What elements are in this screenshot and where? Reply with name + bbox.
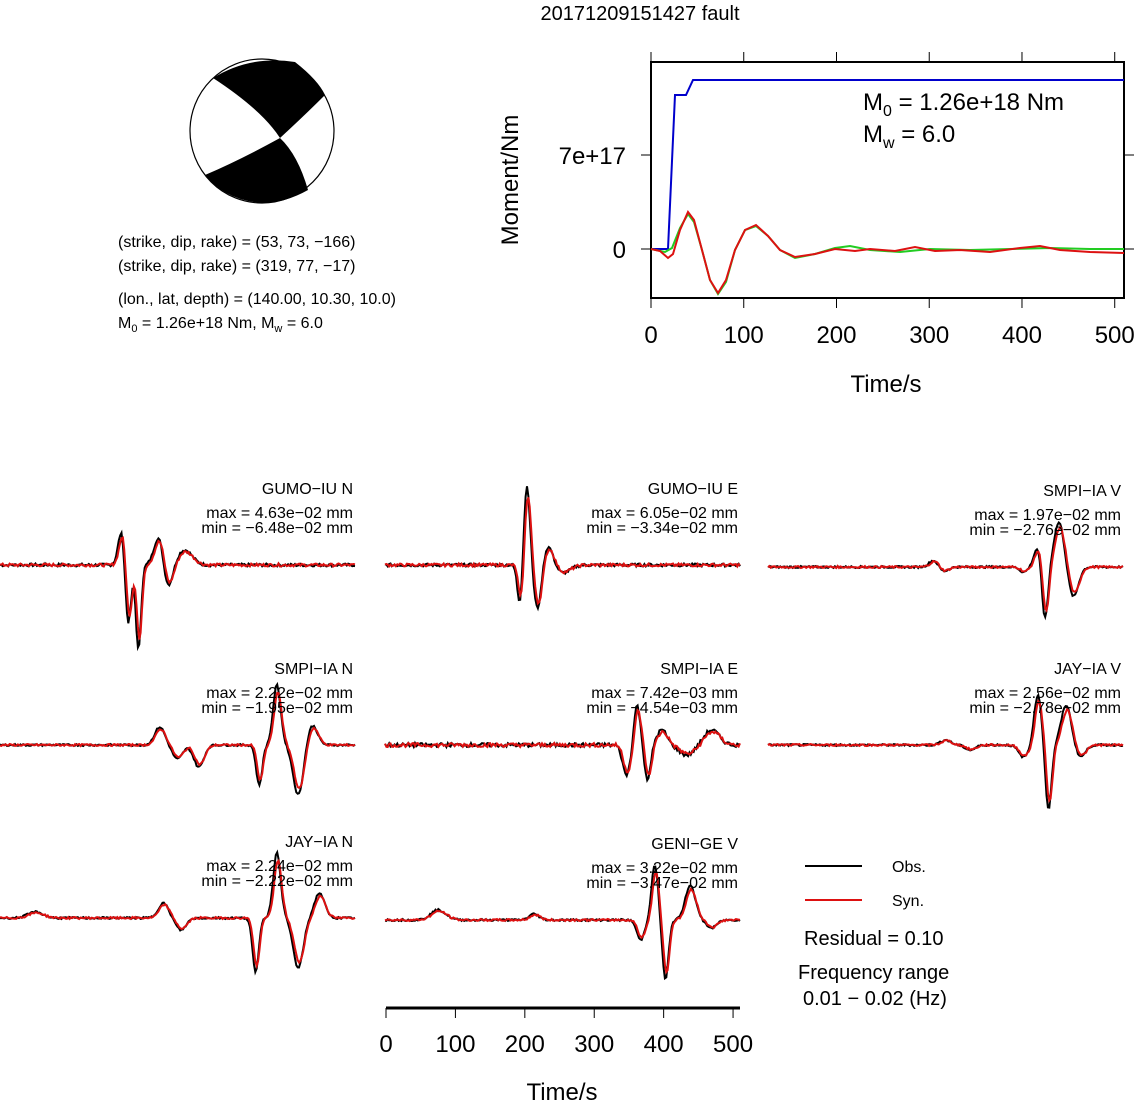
moment-panel-frame (650, 61, 1125, 299)
station-max: max = 2.22e−02 mm (206, 685, 353, 702)
frequency-range-label: Frequency range (798, 962, 949, 984)
station-name: GENI−GE V (651, 836, 738, 853)
legend-obs-label: Obs. (892, 859, 926, 876)
moment-green-trace (650, 212, 1124, 296)
moment-ytick-7e17: 7e+17 (559, 143, 626, 170)
mechanism-line-1: (strike, dip, rake) = (53, 73, −166) (118, 234, 355, 251)
station-name: SMPI−IA V (1043, 483, 1121, 500)
bottom-xlabel: Time/s (526, 1079, 597, 1104)
station-min: min = −2.76e−02 mm (969, 522, 1121, 539)
station-max: max = 4.63e−02 mm (206, 505, 353, 522)
focal-mechanism-beachball (189, 58, 335, 204)
moment-xtick-label: 200 (816, 322, 856, 349)
station-max: max = 6.05e−02 mm (591, 505, 738, 522)
moment-xtick-label: 500 (1095, 322, 1135, 349)
synthetic-trace (0, 691, 356, 790)
station-name: GUMO−IU N (262, 481, 353, 498)
mechanism-line-3: (lon., lat, depth) = (140.00, 10.30, 10.… (118, 291, 396, 308)
moment-mw-annotation: Mw = 6.0 (863, 121, 955, 152)
mechanism-line-4: M0 = 1.26e+18 Nm, Mw = 6.0 (118, 315, 323, 335)
station-min: min = −4.54e−03 mm (586, 700, 738, 717)
moment-xtick-label: 400 (1002, 322, 1042, 349)
moment-xlabel: Time/s (850, 371, 921, 398)
station-max: max = 7.42e−03 mm (591, 685, 738, 702)
synthetic-trace (767, 525, 1124, 613)
moment-panel: 0 7e+17 Moment/Nm 0 100 200 300 400 500 Time/… (497, 52, 1135, 398)
moment-xtick-label: 100 (724, 322, 764, 349)
bottom-xtick-label: 100 (435, 1031, 475, 1058)
station-min: min = −6.48e−02 mm (201, 520, 353, 537)
bottom-xtick-label: 300 (574, 1031, 614, 1058)
station-name: SMPI−IA N (274, 661, 353, 678)
bottom-xtick-label: 400 (644, 1031, 684, 1058)
moment-m0-annotation: M0 = 1.26e+18 Nm (863, 89, 1064, 120)
bottom-xtick-label: 200 (505, 1031, 545, 1058)
synthetic-trace (767, 699, 1124, 804)
synthetic-trace (384, 708, 741, 775)
bottom-time-axis: 0 100 200 300 400 500 Time/s (379, 1006, 753, 1104)
station-name: JAY−IA V (1054, 661, 1121, 678)
synthetic-trace (0, 536, 356, 640)
moment-ylabel: Moment/Nm (497, 115, 524, 246)
bottom-xtick-label: 500 (713, 1031, 753, 1058)
station-min: min = −3.34e−02 mm (586, 520, 738, 537)
station-max: max = 1.97e−02 mm (974, 507, 1121, 524)
moment-function-curve (651, 79, 1124, 250)
mechanism-line-2: (strike, dip, rake) = (319, 77, −17) (118, 258, 355, 275)
station-name: GUMO−IU E (648, 481, 738, 498)
station-name: SMPI−IA E (660, 661, 738, 678)
station-max: max = 2.24e−02 mm (206, 858, 353, 875)
station-name: JAY−IA N (285, 834, 353, 851)
moment-red-trace (650, 210, 1125, 295)
bottom-xtick-label: 0 (379, 1031, 392, 1058)
frequency-range-value: 0.01 − 0.02 (Hz) (803, 988, 947, 1010)
station-min: min = −3.47e−02 mm (586, 875, 738, 892)
legend-syn-label: Syn. (892, 893, 924, 910)
station-max: max = 2.56e−02 mm (974, 685, 1121, 702)
station-min: min = −2.78e−02 mm (969, 700, 1121, 717)
residual-text: Residual = 0.10 (804, 928, 944, 950)
synthetic-trace (0, 858, 356, 970)
station-max: max = 3.22e−02 mm (591, 860, 738, 877)
station-min: min = −1.95e−02 mm (201, 700, 353, 717)
synthetic-trace (384, 497, 741, 606)
station-min: min = −2.22e−02 mm (201, 873, 353, 890)
moment-ytick-0: 0 (613, 237, 626, 264)
moment-xtick-label: 300 (909, 322, 949, 349)
observed-trace (0, 529, 356, 652)
figure-title: 20171209151427 fault (540, 3, 740, 25)
moment-xtick-label: 0 (644, 322, 657, 349)
legend: Obs. Syn. Residual = 0.10 Frequency rang… (798, 859, 949, 1010)
synthetic-trace (384, 871, 740, 975)
